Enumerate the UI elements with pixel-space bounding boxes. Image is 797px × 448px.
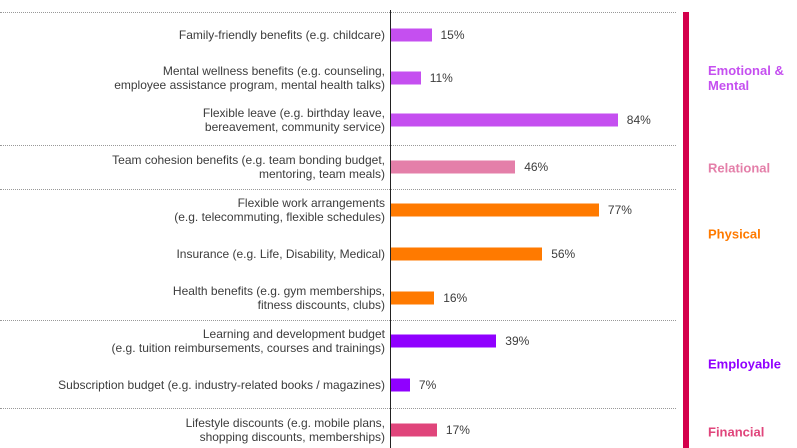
group-label: Financial bbox=[708, 424, 765, 440]
bar bbox=[391, 71, 421, 85]
category-label: Flexible leave (e.g. birthday leave, ber… bbox=[202, 106, 385, 134]
bar bbox=[391, 203, 599, 217]
value-label: 46% bbox=[524, 160, 549, 174]
bar bbox=[391, 334, 497, 348]
category-label: Subscription budget (e.g. industry-relat… bbox=[58, 378, 385, 392]
bar bbox=[391, 378, 410, 392]
value-label: 7% bbox=[418, 378, 437, 392]
value-label: 11% bbox=[429, 71, 453, 85]
value-label: 56% bbox=[551, 247, 576, 261]
group-label: Physical bbox=[708, 226, 761, 242]
axis-line bbox=[390, 10, 391, 448]
value-label: 77% bbox=[607, 203, 632, 217]
bar bbox=[391, 247, 543, 261]
bar bbox=[391, 160, 516, 174]
separator bbox=[0, 145, 676, 146]
bar bbox=[391, 291, 435, 305]
group-label: Emotional & Mental bbox=[708, 63, 784, 93]
separator bbox=[0, 12, 676, 13]
value-label: 16% bbox=[443, 291, 468, 305]
value-label: 39% bbox=[505, 334, 530, 348]
category-label: Flexible work arrangements (e.g. telecom… bbox=[174, 196, 385, 224]
category-label: Family-friendly benefits (e.g. childcare… bbox=[178, 28, 385, 42]
bar bbox=[391, 28, 432, 42]
value-label: 15% bbox=[440, 28, 465, 42]
separator bbox=[0, 408, 676, 409]
category-label: Team cohesion benefits (e.g. team bondin… bbox=[112, 153, 385, 181]
bar bbox=[391, 423, 437, 437]
category-label: Insurance (e.g. Life, Disability, Medica… bbox=[176, 247, 385, 261]
category-label: Mental wellness benefits (e.g. counselin… bbox=[114, 64, 385, 92]
side-bar bbox=[683, 12, 689, 448]
bar bbox=[391, 113, 618, 127]
value-label: 84% bbox=[626, 113, 651, 127]
value-label: 17% bbox=[445, 423, 470, 437]
category-label: Learning and development budget (e.g. tu… bbox=[111, 327, 385, 355]
separator bbox=[0, 320, 676, 321]
category-label: Health benefits (e.g. gym memberships, f… bbox=[172, 284, 385, 312]
category-label: Lifestyle discounts (e.g. mobile plans, … bbox=[185, 416, 385, 444]
group-label: Relational bbox=[708, 160, 771, 176]
group-label: Employable bbox=[708, 356, 781, 372]
separator bbox=[0, 189, 676, 190]
